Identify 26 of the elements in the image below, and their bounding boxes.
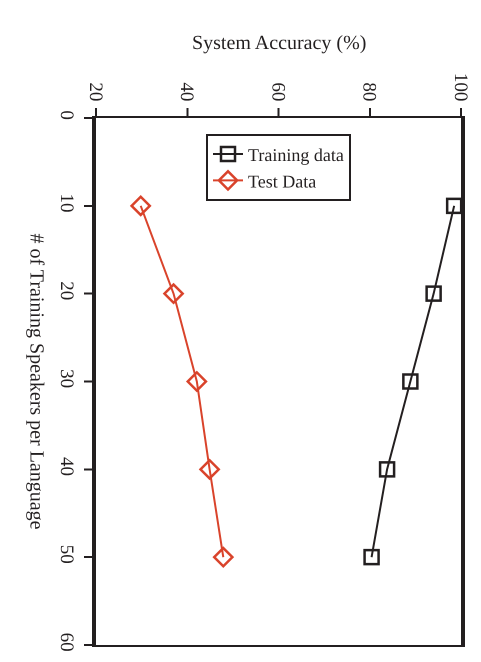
- point: [130, 195, 152, 216]
- legend-label: Test Data: [248, 171, 316, 192]
- y-tick-label: 60: [56, 632, 78, 652]
- y-tick-label: 20: [56, 281, 78, 300]
- y-tick-label: 30: [56, 369, 78, 388]
- point: [163, 283, 184, 304]
- point: [402, 373, 419, 390]
- point: [425, 285, 442, 302]
- x-tick-label: 40: [176, 82, 198, 102]
- point: [446, 198, 462, 214]
- x-tick-label: 60: [267, 82, 288, 102]
- x-tick-label: 100: [450, 72, 471, 102]
- x-tick-label: 20: [84, 82, 106, 102]
- y-tick-label: 50: [56, 544, 78, 564]
- point: [212, 546, 234, 568]
- point: [199, 458, 220, 480]
- x-axis-title: System Accuracy (%): [192, 32, 366, 54]
- point: [363, 548, 380, 566]
- y-tick-label: 40: [56, 456, 78, 476]
- y-axis-title: # of Training Speakers per Language: [26, 234, 48, 530]
- point: [186, 371, 208, 392]
- point: [378, 461, 396, 478]
- legend-label: Training data: [248, 145, 344, 166]
- x-tick-label: 80: [358, 82, 380, 102]
- y-tick-label: 0: [56, 110, 78, 120]
- y-tick-label: 10: [56, 193, 78, 212]
